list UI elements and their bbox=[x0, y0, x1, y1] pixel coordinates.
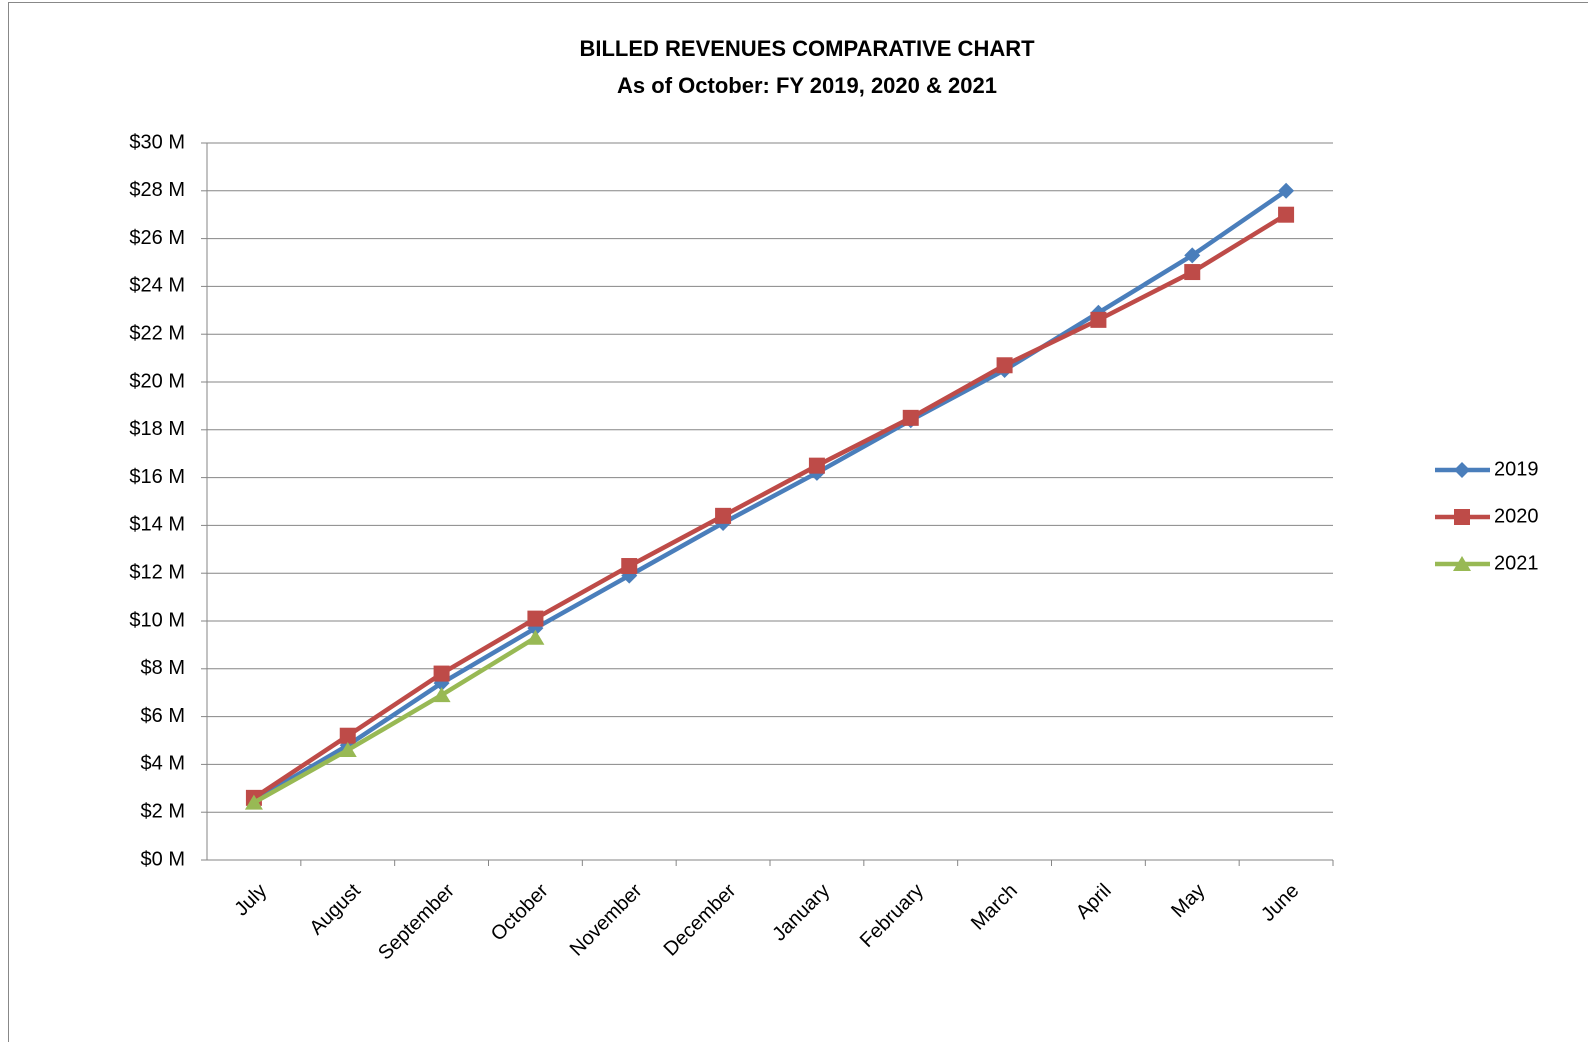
y-tick-label: $18 M bbox=[129, 418, 185, 440]
marker bbox=[808, 457, 825, 474]
series-line bbox=[252, 212, 1288, 800]
chart-subtitle: As of October: FY 2019, 2020 & 2021 bbox=[617, 73, 997, 98]
marker bbox=[715, 507, 732, 524]
y-tick-label: $28 M bbox=[129, 179, 185, 201]
marker bbox=[339, 727, 356, 744]
marker bbox=[432, 687, 451, 703]
marker bbox=[527, 610, 544, 627]
y-tick-label: $6 M bbox=[141, 705, 185, 727]
y-tick-label: $10 M bbox=[129, 609, 185, 631]
y-tick-label: $12 M bbox=[129, 561, 185, 583]
y-tick-label: $8 M bbox=[141, 657, 185, 679]
marker bbox=[1454, 509, 1470, 525]
marker bbox=[1090, 311, 1107, 328]
marker bbox=[1454, 462, 1470, 478]
y-tick-label: $2 M bbox=[141, 800, 185, 822]
chart-title: BILLED REVENUES COMPARATIVE CHART bbox=[579, 36, 1035, 61]
y-tick-label: $14 M bbox=[129, 514, 185, 536]
marker bbox=[1184, 264, 1201, 281]
y-tick-label: $30 M bbox=[129, 131, 185, 153]
marker bbox=[902, 409, 919, 426]
legend-label: 2021 bbox=[1494, 552, 1539, 574]
marker bbox=[244, 794, 263, 810]
chart-frame bbox=[8, 2, 1588, 1042]
marker bbox=[621, 558, 638, 575]
y-tick-label: $20 M bbox=[129, 370, 185, 392]
y-tick-label: $4 M bbox=[141, 753, 185, 775]
series-line bbox=[252, 635, 537, 805]
marker bbox=[433, 665, 450, 682]
marker bbox=[1453, 556, 1471, 571]
y-tick-label: $26 M bbox=[129, 227, 185, 249]
marker bbox=[526, 629, 545, 645]
legend-label: 2020 bbox=[1494, 505, 1539, 527]
y-tick-label: $24 M bbox=[129, 275, 185, 297]
marker bbox=[1184, 247, 1201, 264]
legend-label: 2019 bbox=[1494, 458, 1539, 480]
y-tick-label: $22 M bbox=[129, 322, 185, 344]
y-tick-label: $0 M bbox=[141, 848, 185, 870]
marker bbox=[1278, 206, 1295, 223]
marker bbox=[1278, 182, 1295, 199]
y-tick-label: $16 M bbox=[129, 466, 185, 488]
marker bbox=[338, 742, 357, 758]
series-line bbox=[252, 188, 1288, 803]
marker bbox=[996, 357, 1013, 374]
